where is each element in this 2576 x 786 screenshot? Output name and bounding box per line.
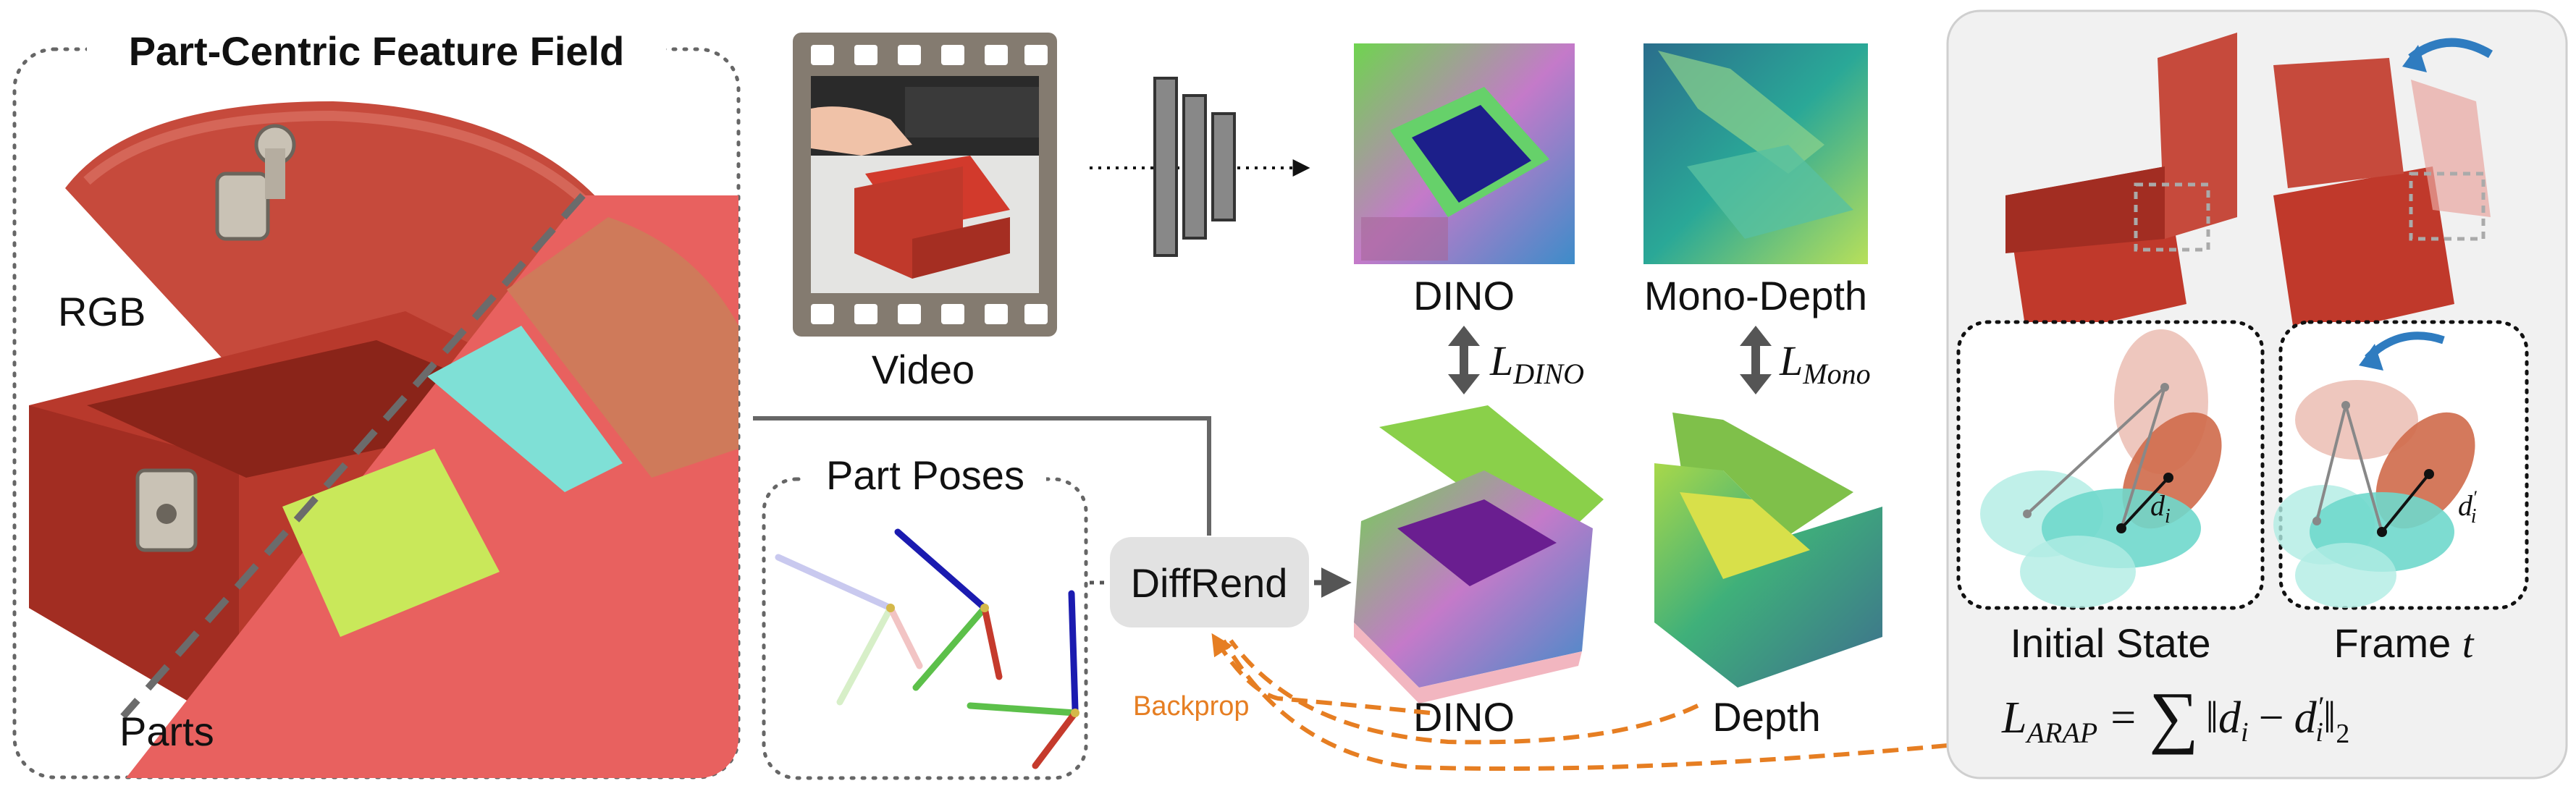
lid-latch	[215, 124, 296, 241]
dino-render-label: DINO	[1413, 694, 1515, 740]
feature-field-panel: Part-Centric Feature Field	[12, 22, 741, 779]
field-to-diffrend-connector	[753, 416, 1211, 536]
parts-label: Parts	[119, 709, 214, 754]
diffrend-label: DiffRend	[1131, 560, 1288, 606]
arap-initial-box: di	[1956, 320, 2265, 610]
film-perforations-top	[811, 45, 1048, 65]
film-perforations-bottom	[811, 304, 1048, 324]
video-frame	[811, 76, 1039, 293]
video-label: Video	[872, 347, 975, 392]
arap-panel: di Initial State d′ i Frame t LARAP = ∑ ‖di −…	[1946, 9, 2568, 779]
mono-loss-arrow	[1740, 326, 1772, 394]
dino-loss-arrow	[1448, 326, 1480, 394]
arap-frame-d: d′ i	[2458, 487, 2477, 528]
rgb-parts-divider	[120, 193, 586, 719]
arap-top-rotate-arrowhead	[2402, 45, 2427, 72]
arap-chest-initial	[2005, 33, 2237, 340]
initial-state-label: Initial State	[2010, 620, 2210, 666]
dino-loss: LDINO	[1489, 337, 1584, 390]
arap-loss: LARAP = ∑ ‖di − d′ i‖2	[2001, 677, 2349, 755]
treasure-box-render	[29, 101, 738, 778]
mono-depth-label: Mono-Depth	[1644, 273, 1867, 318]
parts-half	[123, 195, 738, 778]
dino-feature-map	[1354, 43, 1575, 264]
backprop-label: Backprop	[1133, 691, 1250, 722]
part-poses-panel: Part Poses	[762, 449, 1088, 780]
rgb-label: RGB	[58, 289, 146, 334]
rendered-depth	[1654, 413, 1882, 688]
part-pose-skeleton	[775, 528, 1079, 769]
backprop-arrows	[1211, 633, 1948, 771]
feature-encoder	[1153, 77, 1236, 257]
arap-chest-frame	[2273, 58, 2491, 340]
depth-render-label: Depth	[1712, 694, 1820, 740]
video-filmstrip	[793, 33, 1057, 337]
mono-loss: LMono	[1779, 337, 1871, 390]
rendered-dino	[1354, 405, 1604, 703]
diffrend-block: DiffRend	[1110, 537, 1309, 627]
arap-initial-d: di	[2150, 489, 2171, 528]
mono-depth-map	[1643, 43, 1868, 264]
frame-t-label: Frame t	[2334, 620, 2475, 667]
part-poses-title: Part Poses	[826, 452, 1024, 498]
arap-frame-box: d′ i	[2273, 320, 2529, 610]
field-panel-title: Part-Centric Feature Field	[129, 28, 625, 74]
front-latch	[135, 468, 198, 552]
dino-top-label: DINO	[1413, 273, 1515, 318]
